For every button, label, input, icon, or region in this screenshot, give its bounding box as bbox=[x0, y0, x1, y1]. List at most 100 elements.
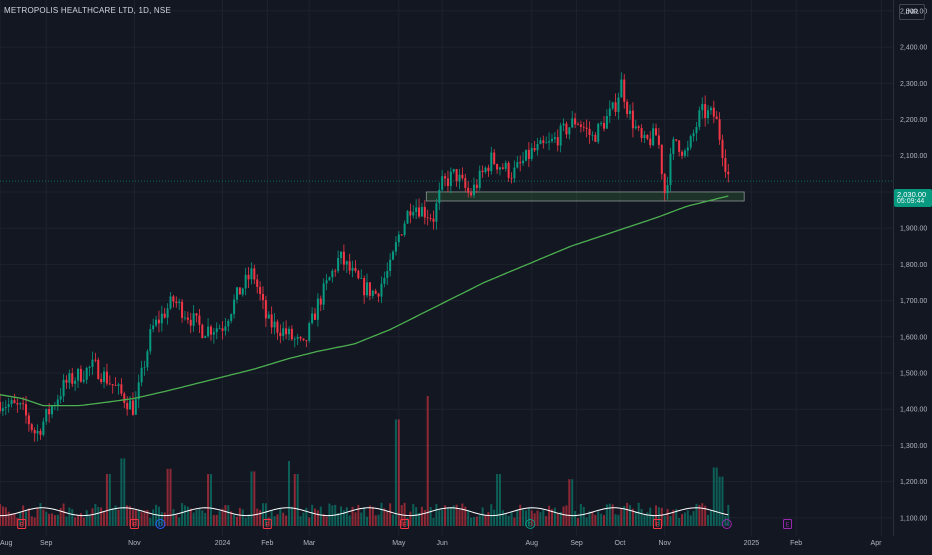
time-tick-label: May bbox=[392, 540, 406, 547]
candle-body bbox=[392, 251, 395, 260]
candle-body bbox=[594, 134, 597, 142]
volume-bar bbox=[13, 513, 16, 526]
candle-body bbox=[435, 203, 438, 222]
candle-body bbox=[296, 337, 299, 339]
volume-bar bbox=[724, 515, 727, 526]
volume-bar bbox=[510, 511, 513, 526]
volume-bar bbox=[631, 508, 634, 526]
candle-body bbox=[351, 267, 354, 271]
volume-bar bbox=[588, 511, 591, 526]
volume-bar bbox=[519, 504, 522, 526]
volume-bar bbox=[689, 515, 692, 526]
volume-bar bbox=[360, 512, 363, 526]
volume-bar bbox=[429, 506, 432, 526]
candle-body bbox=[553, 137, 556, 139]
volume-bar bbox=[363, 507, 366, 526]
candle-body bbox=[380, 283, 383, 297]
earnings-icon bbox=[17, 519, 27, 529]
volume-bar bbox=[296, 474, 299, 526]
candle-body bbox=[328, 277, 331, 281]
candle-body bbox=[120, 384, 123, 394]
candle-body bbox=[360, 277, 363, 279]
candle-body bbox=[325, 280, 328, 284]
volume-bar bbox=[181, 503, 184, 526]
candle-body bbox=[126, 402, 129, 410]
candle-body bbox=[33, 430, 36, 434]
volume-bar bbox=[608, 503, 611, 526]
volume-bar bbox=[91, 508, 94, 526]
volume-bars bbox=[0, 396, 730, 526]
candle-body bbox=[484, 167, 487, 173]
candle-body bbox=[571, 118, 574, 128]
candle-body bbox=[655, 128, 658, 136]
candle-body bbox=[342, 251, 345, 265]
event-marker-split: ⚡ bbox=[721, 519, 732, 529]
volume-bar bbox=[698, 505, 701, 526]
candle-body bbox=[504, 162, 507, 169]
volume-bar bbox=[27, 508, 30, 526]
price-tick-label: 2,300.00 bbox=[900, 81, 927, 88]
volume-bar bbox=[56, 514, 59, 526]
volume-bar bbox=[614, 514, 617, 526]
time-tick-label: Sep bbox=[40, 540, 53, 547]
candle-body bbox=[605, 116, 608, 129]
price-tick-label: 2,200.00 bbox=[900, 117, 927, 124]
candle-body bbox=[522, 160, 525, 164]
candle-body bbox=[337, 257, 340, 272]
volume-bar bbox=[111, 508, 114, 526]
candle-body bbox=[100, 378, 103, 383]
volume-bar bbox=[155, 504, 158, 526]
candle-body bbox=[678, 140, 681, 152]
candle-body bbox=[498, 167, 501, 170]
candle-body bbox=[149, 329, 152, 352]
volume-bar bbox=[568, 479, 571, 526]
candle-body bbox=[134, 399, 137, 415]
volume-bar bbox=[195, 510, 198, 526]
volume-bar bbox=[623, 505, 626, 526]
earnings-icon bbox=[652, 519, 662, 529]
volume-bar bbox=[282, 512, 285, 526]
event-label: D bbox=[158, 522, 163, 529]
volume-bar bbox=[657, 507, 660, 526]
time-tick-label: Apr bbox=[871, 540, 883, 547]
price-axis[interactable] bbox=[893, 0, 932, 536]
time-tick-label: Mar bbox=[303, 540, 316, 547]
volume-bar bbox=[285, 515, 288, 526]
volume-bar bbox=[267, 517, 270, 526]
candle-body bbox=[412, 212, 415, 216]
volume-bar bbox=[357, 504, 360, 526]
volume-bar bbox=[649, 507, 652, 526]
volume-bar bbox=[345, 507, 348, 526]
candle-body bbox=[293, 338, 296, 340]
support-zone-rectangle[interactable] bbox=[425, 191, 745, 202]
candle-body bbox=[470, 192, 473, 196]
volume-bar bbox=[250, 471, 253, 526]
event-marker-earnings: E bbox=[783, 519, 793, 529]
candle-body bbox=[681, 151, 684, 156]
volume-bar bbox=[120, 458, 123, 526]
volume-bar bbox=[681, 514, 684, 526]
volume-bar bbox=[704, 505, 707, 526]
volume-bar bbox=[342, 510, 345, 526]
volume-bar bbox=[97, 506, 100, 526]
candle-body bbox=[111, 384, 114, 386]
currency-button[interactable]: INR bbox=[899, 4, 925, 20]
candle-body bbox=[30, 424, 33, 431]
candle-body bbox=[513, 167, 516, 179]
earnings-icon bbox=[400, 519, 410, 529]
candle-body bbox=[426, 217, 429, 219]
volume-bar bbox=[311, 504, 314, 526]
candle-body bbox=[357, 270, 360, 279]
volume-bar bbox=[660, 507, 663, 526]
candle-body bbox=[39, 430, 42, 435]
candle-body bbox=[24, 404, 28, 416]
candle-body bbox=[319, 298, 322, 305]
candle-body bbox=[478, 170, 481, 188]
candle-body bbox=[727, 171, 730, 175]
volume-bar bbox=[565, 505, 568, 526]
candle-body bbox=[643, 134, 646, 139]
candle-body bbox=[88, 366, 91, 368]
candle-body bbox=[496, 164, 499, 170]
